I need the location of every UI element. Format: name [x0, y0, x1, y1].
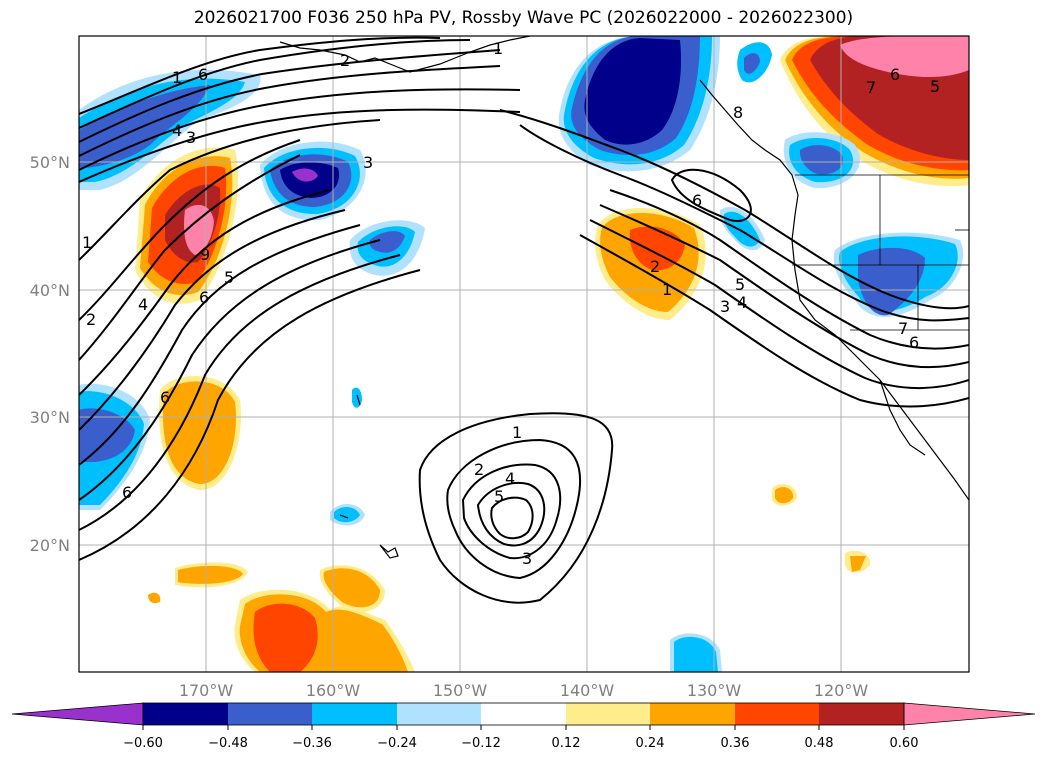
colorbar-extend-max: [903, 702, 1036, 726]
lon-label: 140°W: [560, 681, 615, 700]
contour-label: 6: [160, 388, 170, 407]
lat-label: 30°N: [30, 408, 70, 427]
contour-label: 6: [198, 65, 208, 84]
colorbar-segment: [735, 703, 819, 725]
contour-label: 2: [650, 257, 660, 276]
pv-anomaly-fill: [79, 36, 969, 672]
latitude-labels: 50°N 40°N 30°N 20°N: [30, 153, 70, 555]
lon-label: 150°W: [433, 681, 488, 700]
contour-label: 5: [735, 275, 745, 294]
contour-label: 5: [930, 77, 940, 96]
lon-label: 160°W: [306, 681, 361, 700]
contour-label: 5: [494, 487, 504, 506]
colorbar-tick-label: 0.36: [721, 736, 750, 751]
colorbar-extend-min: [11, 702, 144, 726]
contour-label: 6: [909, 333, 919, 352]
lat-label: 20°N: [30, 536, 70, 555]
contour-label: 3: [720, 297, 730, 316]
contour-label: 3: [522, 549, 532, 568]
colorbar-segment: [481, 703, 566, 725]
contour-label: 1: [662, 280, 672, 299]
contour-label: 8: [733, 103, 743, 122]
contour-label: 2: [340, 51, 350, 70]
map-title: 2026021700 F036 250 hPa PV, Rossby Wave …: [193, 8, 854, 28]
colorbar-tick-label: −0.60: [123, 736, 163, 751]
contour-label: 4: [737, 293, 747, 312]
contour-label: 6: [122, 483, 132, 502]
contour-label: 1: [172, 68, 182, 87]
colorbar-segment: [650, 703, 735, 725]
lat-label: 40°N: [30, 281, 70, 300]
pv-contours: [79, 36, 969, 604]
contour-label: 7: [898, 319, 908, 338]
contour-labels: 1 6 4 3 2 1 3 1 9 5 6 4 2 6 6 8 7 6 5 6 …: [82, 39, 940, 568]
contour-label: 3: [186, 128, 196, 147]
colorbar: −0.60 −0.48 −0.36 −0.24 −0.12 0.12 0.24 …: [11, 702, 1036, 751]
colorbar-segment: [566, 703, 650, 725]
contour-label: 4: [505, 469, 515, 488]
contour-label: 6: [199, 288, 209, 307]
contour-label: 7: [866, 78, 876, 97]
contour-label: 2: [474, 460, 484, 479]
lat-label: 50°N: [30, 153, 70, 172]
colorbar-tick-label: −0.36: [292, 736, 332, 751]
contour-label: 6: [692, 191, 702, 210]
contour-label: 9: [200, 245, 210, 264]
lon-label: 170°W: [179, 681, 234, 700]
colorbar-segment: [228, 703, 312, 725]
colorbar-segment: [819, 703, 904, 725]
contour-label: 1: [512, 423, 522, 442]
colorbar-tick-label: 0.24: [636, 736, 665, 751]
contour-label: 1: [82, 233, 92, 252]
contour-label: 1: [493, 39, 503, 58]
contour-label: 4: [138, 295, 148, 314]
colorbar-tick-label: −0.12: [461, 736, 501, 751]
contour-label: 2: [86, 310, 96, 329]
colorbar-tick-label: 0.12: [552, 736, 581, 751]
colorbar-segment: [143, 703, 228, 725]
contour-label: 6: [890, 65, 900, 84]
colorbar-tick-label: −0.24: [377, 736, 417, 751]
colorbar-tick-label: 0.48: [805, 736, 834, 751]
map-frame: [78, 35, 970, 673]
colorbar-tick-label: −0.48: [208, 736, 248, 751]
contour-label: 5: [224, 268, 234, 287]
contour-label: 4: [172, 121, 182, 140]
colorbar-tick-label: 0.60: [890, 736, 919, 751]
gridlines: [79, 36, 969, 672]
colorbar-segment: [397, 703, 481, 725]
lon-label: 130°W: [687, 681, 742, 700]
colorbar-segment: [312, 703, 397, 725]
longitude-labels: 170°W 160°W 150°W 140°W 130°W 120°W: [179, 681, 869, 700]
lon-label: 120°W: [814, 681, 869, 700]
contour-label: 3: [363, 153, 373, 172]
